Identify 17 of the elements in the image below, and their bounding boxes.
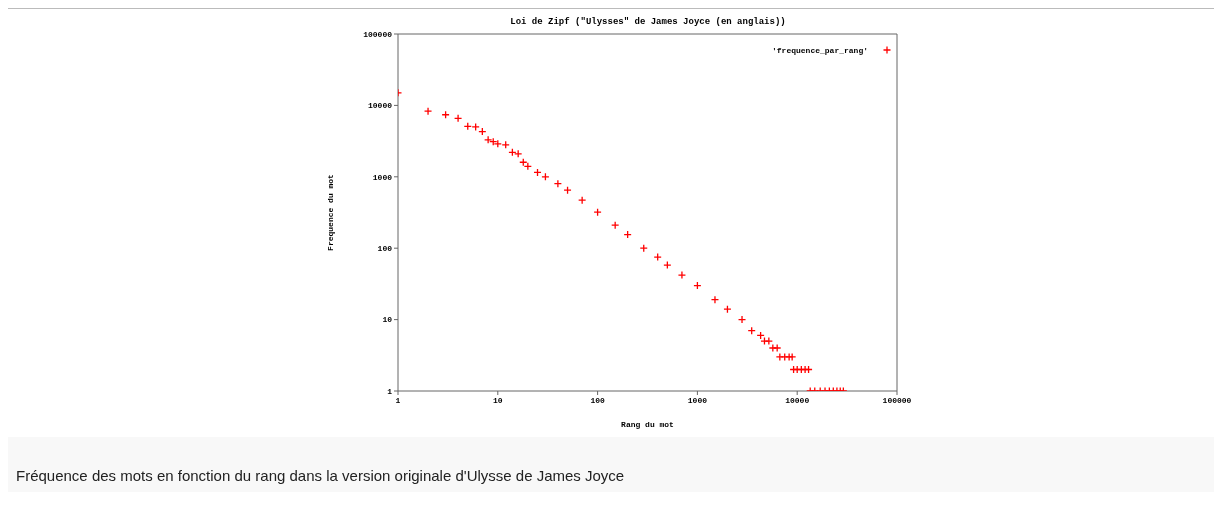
y-tick-label: 100000 bbox=[363, 29, 393, 39]
x-tick-label: 1 bbox=[395, 395, 401, 405]
y-tick-label: 1000 bbox=[372, 172, 393, 182]
x-tick-label: 10000 bbox=[785, 395, 810, 405]
legend-label: 'frequence_par_rang' bbox=[771, 45, 868, 55]
y-tick-label: 1 bbox=[387, 386, 393, 396]
y-tick-label: 10 bbox=[382, 315, 393, 325]
x-tick-label: 10 bbox=[493, 395, 503, 405]
y-axis-title: Frequence du mot bbox=[325, 173, 335, 251]
x-tick-label: 1000 bbox=[687, 395, 708, 405]
text: Fréquence des mots en fonction du rang dans la version originale d'Ulysse de James Joyce bbox=[16, 467, 626, 484]
y-tick-label: 100 bbox=[377, 244, 393, 254]
x-axis-title: Rang du mot bbox=[621, 420, 675, 429]
x-tick-label: 100000 bbox=[882, 395, 912, 405]
y-tick-label: 10000 bbox=[367, 101, 393, 111]
x-tick-label: 100 bbox=[590, 395, 605, 405]
chart-title: Loi de Zipf ("Ulysses" de James Joyce (en anglais)) bbox=[509, 17, 787, 27]
